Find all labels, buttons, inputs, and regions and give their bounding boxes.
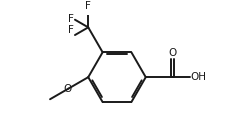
Text: O: O (64, 84, 72, 94)
Text: OH: OH (191, 72, 207, 82)
Text: F: F (68, 25, 74, 35)
Text: F: F (68, 14, 74, 24)
Text: O: O (168, 48, 177, 58)
Text: F: F (85, 1, 91, 11)
